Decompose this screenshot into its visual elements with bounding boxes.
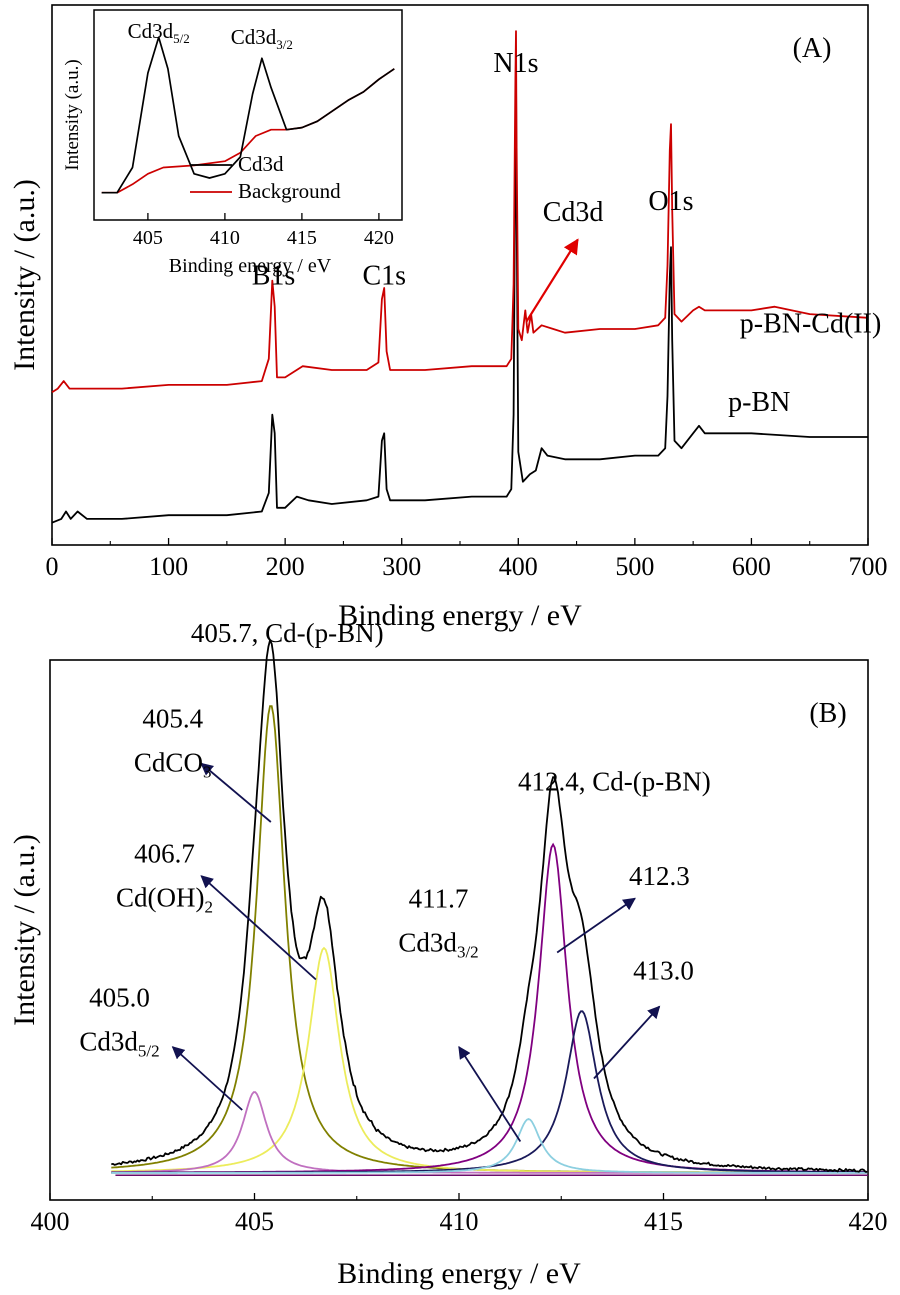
x-tick-label: 400 [499, 552, 538, 581]
x-tick-label: 100 [149, 552, 188, 581]
annotation-arrow [556, 897, 636, 954]
peak-label: B1s [252, 260, 296, 291]
x-tick-label: 200 [266, 552, 305, 581]
x-tick-label: 405 [235, 1207, 274, 1236]
x-tick-label: 415 [644, 1207, 683, 1236]
annotation-label: CdCO3 [134, 748, 212, 782]
panel-label-b: (B) [809, 698, 846, 729]
series-label: p-BN-Cd(II) [740, 309, 882, 340]
x-tick-label: 500 [615, 552, 654, 581]
peak-label: O1s [648, 186, 693, 217]
annotation-arrow [200, 762, 272, 823]
panel-a: 0 100 200 300 400 500 600 700 Binding energy / e… [8, 4, 888, 632]
annotation-arrow [458, 1045, 522, 1142]
x-tick-label: 700 [849, 552, 888, 581]
x-tick-label: 415 [287, 227, 317, 249]
annotation-label: 413.0 [633, 956, 694, 986]
peak-label: N1s [493, 48, 538, 79]
series-label: p-BN [728, 387, 790, 418]
peak-label: C1s [362, 260, 406, 291]
annotation-label: 406.7 [134, 839, 195, 869]
x-axis-label: Binding energy / eV [338, 599, 582, 632]
annotation-label: 412.3 [629, 861, 690, 891]
measured-spectrum-line [111, 639, 868, 1173]
annotation-arrow [200, 875, 317, 981]
inset-peak-label: Cd3d5/2 [128, 19, 190, 46]
x-tick-label: 400 [31, 1207, 70, 1236]
x-tick-label: 420 [364, 227, 394, 249]
annotation-label: 405.0 [89, 983, 150, 1013]
inset-legend-label: Cd3d [238, 152, 284, 176]
y-axis-label: Intensity / (a.u.) [8, 834, 41, 1026]
annotation-label: 411.7 [409, 884, 469, 914]
inset-peak-label: Cd3d3/2 [231, 25, 293, 52]
component-curve-cdoh2 [111, 946, 868, 1174]
x-axis-label: Binding energy / eV [337, 1257, 581, 1290]
inset-x-axis-label: Binding energy / eV [169, 255, 332, 277]
series-line-p-bn-cd [51, 30, 869, 394]
x-tick-label: 0 [46, 552, 59, 581]
y-axis-label: Intensity / (a.u.) [8, 179, 41, 371]
annotation-label: Cd3d5/2 [79, 1027, 159, 1061]
annotation-label: 405.4 [142, 704, 203, 734]
annotation-arrow [593, 1005, 661, 1080]
x-tick-label: 600 [732, 552, 771, 581]
component-curve-cd3d32 [111, 1118, 868, 1174]
inset-panel: 405 410 415 420 Binding energy / eV Intensity… [62, 9, 403, 277]
x-tick-label: 300 [382, 552, 421, 581]
component-curve-cdco3 [111, 705, 868, 1174]
x-tick-label: 405 [133, 227, 163, 249]
panel-b: 400 405 410 415 420 Binding energy / eV Intens… [8, 618, 888, 1290]
annotation-arrow [171, 1046, 243, 1111]
inset-y-axis-label: Intensity (a.u.) [62, 59, 83, 170]
series-line-p-bn [51, 67, 868, 524]
inset-legend-label: Background [238, 179, 341, 203]
annotation-label: Cd(OH)2 [116, 883, 213, 917]
annotation-label: 412.4, Cd-(p-BN) [518, 767, 711, 797]
x-tick-label: 410 [210, 227, 240, 249]
annotation-label: Cd3d [543, 197, 604, 228]
annotation-arrow [525, 238, 579, 323]
panel-label-a: (A) [793, 33, 832, 64]
annotation-label: Cd3d3/2 [398, 928, 478, 962]
inset-series-line [101, 36, 395, 194]
x-tick-label: 410 [440, 1207, 479, 1236]
component-curve-4123 [111, 842, 868, 1174]
x-tick-label: 420 [849, 1207, 888, 1236]
annotation-label: 405.7, Cd-(p-BN) [191, 618, 384, 648]
plot-frame-b [49, 659, 869, 1201]
